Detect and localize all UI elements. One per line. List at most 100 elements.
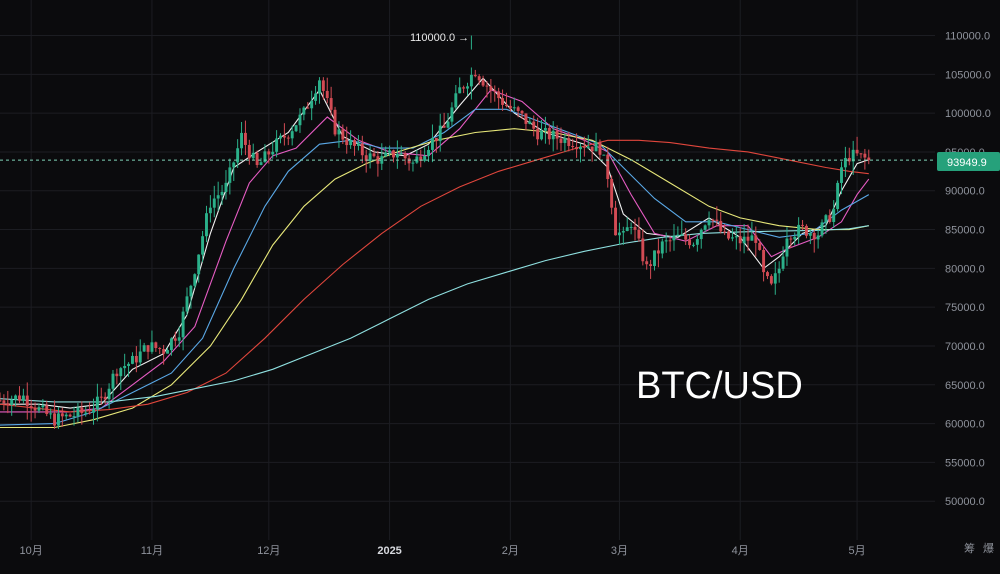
candle-body [411,162,415,164]
candle-body [738,236,742,244]
candle-body [286,137,290,139]
candle-body [653,250,656,267]
candle-body [730,237,734,239]
candle-body [197,254,201,275]
candle-body [668,240,672,242]
y-tick-label: 55000.0 [945,457,985,469]
candle-body [189,285,193,297]
candle-body [177,337,181,341]
candle-body [60,413,64,417]
candle-body [485,85,489,87]
candle-body [325,90,329,99]
candle-body [72,416,76,418]
y-tick-label: 105000.0 [945,69,991,81]
candle-body [528,121,532,124]
moving-average-line [0,225,869,403]
candle-body [438,125,442,142]
candle-body [804,225,808,236]
candle-body [388,150,392,153]
x-tick-label: 10月 [20,545,43,557]
candle-body [621,231,625,233]
moving-average-line [0,108,870,426]
y-tick-label: 110000.0 [945,31,990,43]
candle-body [185,296,189,312]
candle-body [450,107,454,122]
candle-body [688,239,692,246]
candle-body [551,130,555,140]
candle-body [579,146,582,150]
candle-body [395,154,399,158]
candle-body [407,158,411,164]
candle-body [504,104,508,106]
candle-body [629,226,633,228]
candle-body [201,236,205,255]
candle-body [540,130,543,140]
candle-body [173,338,177,341]
candle-body [88,412,92,414]
candle-body [516,107,520,111]
x-tick-label: 5月 [849,545,866,557]
x-tick-label: 11月 [141,545,163,557]
candle-body [575,146,579,150]
candle-body [162,349,166,354]
candle-body [134,355,138,363]
candle-body [466,86,469,89]
candle-body [680,234,684,236]
candle-body [427,149,431,156]
candle-body [758,242,762,250]
candle-body [356,143,360,146]
candle-body [127,363,131,366]
y-tick-label: 80000.0 [945,263,985,275]
candle-body [403,153,407,159]
candle-body [33,408,37,411]
candle-body [115,373,119,377]
candle-body [664,240,668,242]
candle-body [734,236,738,238]
candle-body [649,264,653,267]
candle-body [617,232,621,236]
candle-body [715,219,719,221]
candle-body [493,90,497,92]
candle-body [181,311,185,338]
candle-body [543,127,547,131]
candle-body [625,227,629,232]
y-tick-label: 100000.0 [945,108,991,120]
candle-body [146,345,150,352]
candle-body [275,138,279,152]
candle-body [158,347,162,350]
candle-body [606,154,610,180]
candle-body [843,157,847,168]
candle-body [25,395,29,407]
candle-body [711,219,715,221]
candle-body [645,261,649,265]
axes: 110000.0105000.0100000.095000.090000.085… [20,31,991,557]
candle-body [212,198,216,208]
candle-body [294,125,298,132]
candle-body [290,131,294,139]
candle-body [559,138,563,143]
liquidation-icon[interactable]: 爆 [983,541,994,555]
candle-body [746,236,750,241]
overlays [0,35,935,161]
candle-body [777,268,781,274]
x-tick-label: 4月 [732,545,749,557]
y-tick-label: 60000.0 [945,419,985,431]
candle-body [317,80,321,94]
chips-icon[interactable]: 筹 [964,541,975,555]
candle-body [80,407,84,413]
candle-body [154,342,158,348]
candle-body [867,157,871,161]
candle-body [462,87,466,89]
candle-body [298,114,302,126]
candle-body [399,153,403,155]
candle-body [442,125,446,128]
grid [0,0,935,540]
candle-body [240,132,244,149]
candle-body [555,130,559,139]
candle-body [582,146,586,148]
candle-body [193,274,197,286]
candle-body [489,86,493,91]
candle-body [255,152,259,165]
